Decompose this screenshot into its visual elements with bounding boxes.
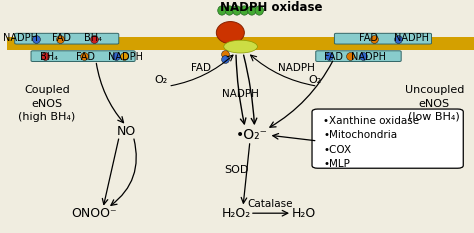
- Text: H₂O₂: H₂O₂: [221, 207, 251, 220]
- Point: [120, 54, 128, 58]
- FancyBboxPatch shape: [316, 51, 401, 62]
- Text: H₂O: H₂O: [292, 207, 316, 220]
- Point: [394, 37, 402, 41]
- FancyBboxPatch shape: [15, 33, 119, 44]
- Point: [112, 54, 119, 58]
- Point: [56, 37, 64, 41]
- Point: [42, 54, 49, 58]
- Text: NO: NO: [117, 125, 136, 138]
- Text: FAD: FAD: [76, 52, 95, 62]
- Ellipse shape: [233, 6, 241, 15]
- Ellipse shape: [247, 6, 256, 15]
- Text: NADPH: NADPH: [3, 34, 38, 43]
- Text: FAD: FAD: [52, 34, 71, 43]
- Text: SOD: SOD: [224, 165, 248, 175]
- Point: [326, 54, 333, 58]
- Ellipse shape: [224, 40, 257, 53]
- Point: [32, 37, 40, 41]
- Text: NADPH: NADPH: [352, 52, 386, 62]
- Text: O₂: O₂: [309, 75, 322, 85]
- Ellipse shape: [240, 6, 248, 15]
- Point: [346, 54, 354, 58]
- Point: [221, 52, 229, 55]
- Text: Uncoupled
eNOS
(low BH₄): Uncoupled eNOS (low BH₄): [405, 86, 464, 122]
- Point: [90, 37, 97, 41]
- Text: NADPH oxidase: NADPH oxidase: [219, 1, 322, 14]
- Text: FAD: FAD: [191, 63, 211, 72]
- Ellipse shape: [216, 22, 244, 44]
- Ellipse shape: [225, 6, 234, 15]
- FancyBboxPatch shape: [312, 109, 463, 168]
- Bar: [7, 37, 474, 50]
- Text: •O₂⁻: •O₂⁻: [236, 128, 268, 142]
- FancyBboxPatch shape: [335, 33, 431, 44]
- Text: •Xanthine oxidase
•Mitochondria
•COX
•MLP: •Xanthine oxidase •Mitochondria •COX •ML…: [323, 116, 419, 169]
- Text: BH₄: BH₄: [40, 52, 58, 62]
- Text: FAD: FAD: [324, 52, 343, 62]
- Text: BH₄: BH₄: [83, 34, 101, 43]
- Ellipse shape: [255, 6, 264, 15]
- Ellipse shape: [218, 6, 226, 15]
- Point: [81, 54, 88, 58]
- Text: NADPH: NADPH: [108, 52, 143, 62]
- Point: [359, 54, 367, 58]
- Point: [221, 57, 229, 61]
- Text: Coupled
eNOS
(high BH₄): Coupled eNOS (high BH₄): [18, 86, 75, 122]
- Text: Catalase: Catalase: [247, 199, 293, 209]
- Text: ONOO⁻: ONOO⁻: [71, 207, 117, 220]
- Text: NADPH: NADPH: [394, 34, 429, 43]
- Text: NADPH: NADPH: [278, 63, 315, 72]
- Text: O₂: O₂: [155, 75, 168, 85]
- FancyBboxPatch shape: [31, 51, 135, 62]
- Text: FAD: FAD: [359, 34, 378, 43]
- Point: [370, 37, 377, 41]
- Text: NADPH: NADPH: [222, 89, 259, 99]
